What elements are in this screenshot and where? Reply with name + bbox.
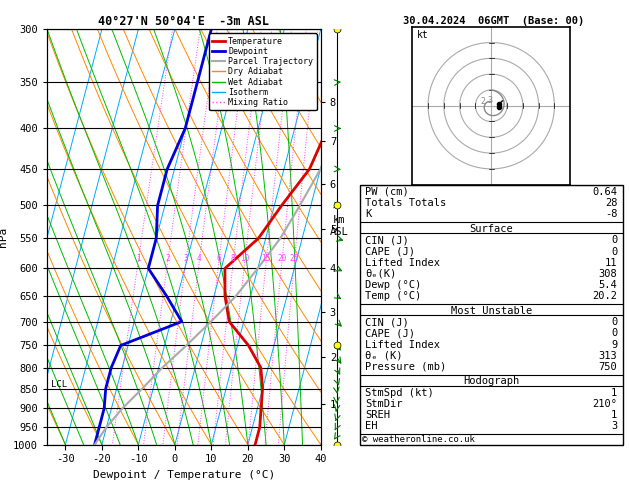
Text: 3: 3 bbox=[611, 421, 618, 432]
Text: 3: 3 bbox=[487, 96, 493, 105]
Y-axis label: km
ASL: km ASL bbox=[330, 215, 348, 237]
Text: 0: 0 bbox=[611, 329, 618, 338]
Y-axis label: hPa: hPa bbox=[0, 227, 8, 247]
Text: 2: 2 bbox=[165, 254, 170, 262]
Text: 313: 313 bbox=[599, 351, 618, 361]
Text: 6: 6 bbox=[216, 254, 221, 262]
Text: 1: 1 bbox=[611, 410, 618, 420]
Text: Totals Totals: Totals Totals bbox=[365, 198, 447, 208]
Text: Temp (°C): Temp (°C) bbox=[365, 291, 421, 301]
Text: 0.64: 0.64 bbox=[593, 187, 618, 197]
Legend: Temperature, Dewpoint, Parcel Trajectory, Dry Adiabat, Wet Adiabat, Isotherm, Mi: Temperature, Dewpoint, Parcel Trajectory… bbox=[209, 34, 316, 110]
Text: Dewp (°C): Dewp (°C) bbox=[365, 280, 421, 290]
Text: Hodograph: Hodograph bbox=[463, 376, 520, 386]
Text: Most Unstable: Most Unstable bbox=[450, 306, 532, 315]
Text: 750: 750 bbox=[599, 362, 618, 372]
Text: 8: 8 bbox=[231, 254, 235, 262]
Text: 30.04.2024  06GMT  (Base: 00): 30.04.2024 06GMT (Base: 00) bbox=[403, 16, 584, 26]
Text: θₑ (K): θₑ (K) bbox=[365, 351, 403, 361]
Text: 0: 0 bbox=[611, 235, 618, 245]
Text: 10: 10 bbox=[240, 254, 249, 262]
Text: 1: 1 bbox=[136, 254, 140, 262]
Text: 4: 4 bbox=[197, 254, 201, 262]
Text: SREH: SREH bbox=[365, 410, 390, 420]
Text: StmSpd (kt): StmSpd (kt) bbox=[365, 388, 434, 398]
Text: LCL: LCL bbox=[51, 380, 67, 389]
Text: 1: 1 bbox=[611, 388, 618, 398]
Text: StmDir: StmDir bbox=[365, 399, 403, 409]
Text: 0: 0 bbox=[611, 317, 618, 327]
Text: 28: 28 bbox=[605, 198, 618, 208]
Text: 20.2: 20.2 bbox=[593, 291, 618, 301]
Text: 2: 2 bbox=[481, 97, 486, 105]
Text: 0: 0 bbox=[611, 246, 618, 257]
Text: 3: 3 bbox=[184, 254, 188, 262]
Text: CAPE (J): CAPE (J) bbox=[365, 246, 415, 257]
X-axis label: Dewpoint / Temperature (°C): Dewpoint / Temperature (°C) bbox=[93, 470, 275, 480]
Text: 11: 11 bbox=[605, 258, 618, 268]
Text: CAPE (J): CAPE (J) bbox=[365, 329, 415, 338]
Text: 9: 9 bbox=[611, 340, 618, 349]
Title: 40°27'N 50°04'E  -3m ASL: 40°27'N 50°04'E -3m ASL bbox=[99, 15, 269, 28]
Text: Surface: Surface bbox=[469, 224, 513, 234]
Text: © weatheronline.co.uk: © weatheronline.co.uk bbox=[362, 435, 476, 444]
Text: 25: 25 bbox=[290, 254, 299, 262]
Text: kt: kt bbox=[417, 30, 429, 40]
Text: 210°: 210° bbox=[593, 399, 618, 409]
Text: Lifted Index: Lifted Index bbox=[365, 258, 440, 268]
Text: CIN (J): CIN (J) bbox=[365, 235, 409, 245]
Text: PW (cm): PW (cm) bbox=[365, 187, 409, 197]
Text: EH: EH bbox=[365, 421, 377, 432]
Text: Pressure (mb): Pressure (mb) bbox=[365, 362, 447, 372]
Text: Lifted Index: Lifted Index bbox=[365, 340, 440, 349]
Text: -8: -8 bbox=[605, 209, 618, 219]
Text: 308: 308 bbox=[599, 269, 618, 279]
Text: 5.4: 5.4 bbox=[599, 280, 618, 290]
Text: K: K bbox=[365, 209, 371, 219]
Text: θₑ(K): θₑ(K) bbox=[365, 269, 396, 279]
Text: CIN (J): CIN (J) bbox=[365, 317, 409, 327]
Text: 15: 15 bbox=[262, 254, 270, 262]
Text: 20: 20 bbox=[277, 254, 286, 262]
